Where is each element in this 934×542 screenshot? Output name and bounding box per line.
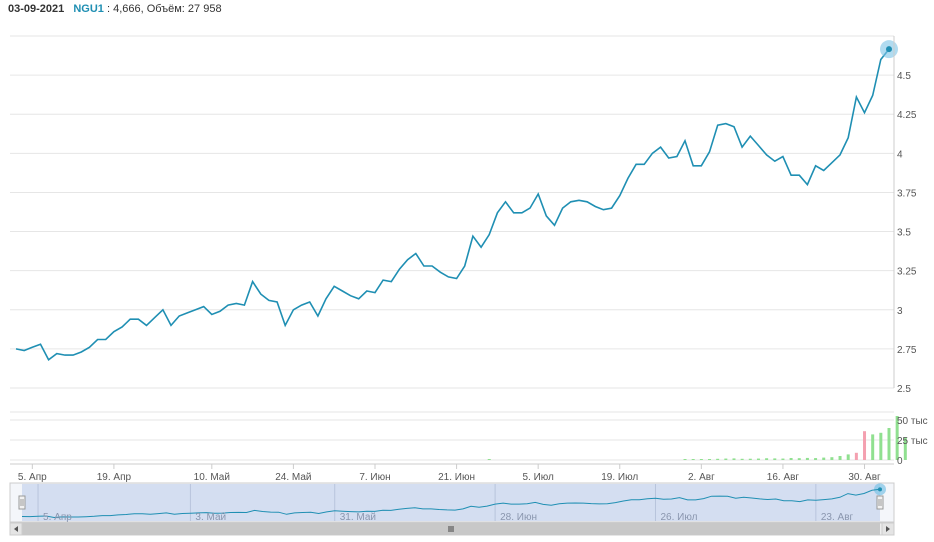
volume-bar	[838, 456, 842, 460]
volume-bar	[732, 458, 736, 460]
navigator-tick-label: 5. Апр	[43, 512, 72, 523]
volume-bar	[716, 458, 720, 460]
volume-tick-label: 25 тыс	[897, 436, 928, 447]
info-volume-label: Объём:	[146, 3, 185, 15]
volume-bar	[724, 458, 728, 460]
scrollbar-left-arrow-icon[interactable]	[9, 522, 23, 536]
y-tick-label: 4.25	[897, 110, 917, 121]
price-grid	[10, 35, 894, 389]
volume-tick-label: 50 тыс	[897, 416, 928, 427]
y-tick-label: 3	[897, 306, 903, 317]
scrollbar-grip-icon	[448, 526, 454, 532]
y-tick-label: 3.5	[897, 228, 911, 239]
volume-bar	[781, 458, 785, 460]
volume-bar	[805, 457, 809, 460]
navigator-tick-label: 28. Июн	[500, 512, 537, 523]
navigator-line	[21, 488, 881, 519]
x-tick-label: 16. Авг	[767, 472, 800, 483]
navigator-tick-label: 23. Авг	[821, 512, 854, 523]
navigator-right-handle[interactable]	[876, 495, 884, 510]
x-tick-label: 5. Апр	[18, 472, 47, 483]
x-tick-label: 19. Апр	[97, 472, 132, 483]
x-tick-label: 30. Авг	[848, 472, 881, 483]
volume-bars	[487, 416, 907, 460]
x-axis: 5. Апр 19. Апр 10. Май 24. Май 7. Июн 21. Июн…	[18, 464, 881, 483]
info-last-value: 4,666	[113, 3, 141, 15]
volume-bar	[487, 459, 491, 460]
navigator-tick-label: 31. Май	[340, 512, 376, 523]
volume-bar	[797, 458, 801, 460]
volume-bar	[756, 458, 760, 460]
price-y-axis: 2.5 2.75 3 3.25 3.5 3.75 4 4.25 4.5	[897, 71, 917, 395]
volume-bar	[830, 457, 834, 460]
navigator-selection[interactable]	[22, 484, 880, 521]
volume-bar	[863, 431, 867, 460]
navigator-x-axis: 5. Апр 3. Май 31. Май 28. Июн 26. Июл 23. Авг	[43, 512, 853, 523]
last-point-dot	[886, 46, 892, 53]
volume-bar	[879, 432, 883, 460]
volume-bar	[846, 454, 850, 460]
volume-bar	[789, 458, 793, 460]
x-tick-label: 5. Июл	[522, 472, 554, 483]
volume-bar	[691, 459, 695, 460]
volume-bar	[765, 458, 769, 460]
volume-tick-label: 0	[897, 456, 903, 467]
volume-bar	[903, 437, 907, 460]
volume-bar	[740, 458, 744, 460]
y-tick-label: 3.75	[897, 188, 917, 199]
y-tick-label: 3.25	[897, 267, 917, 278]
volume-y-axis: 0 25 тыс 50 тыс	[897, 416, 928, 467]
volume-bar	[895, 416, 899, 460]
y-tick-label: 4.5	[897, 71, 911, 82]
x-tick-label: 19. Июл	[601, 472, 638, 483]
y-tick-label: 2.75	[897, 345, 917, 356]
volume-bar	[773, 458, 777, 460]
last-point-marker[interactable]	[880, 40, 898, 59]
volume-bar	[822, 457, 826, 460]
price-line	[15, 48, 890, 362]
x-tick-label: 10. Май	[194, 472, 230, 483]
volume-bar	[887, 428, 891, 460]
info-ticker: NGU1	[73, 3, 104, 15]
volume-bar	[814, 458, 818, 460]
volume-bar	[871, 434, 875, 460]
x-tick-label: 21. Июн	[438, 472, 475, 483]
navigator-tick-label: 26. Июл	[660, 512, 697, 523]
info-date: 03-09-2021	[8, 3, 65, 15]
volume-bar	[708, 459, 712, 460]
y-tick-label: 2.5	[897, 384, 911, 395]
volume-bar	[699, 459, 703, 460]
navigator-tick-label: 3. Май	[195, 512, 226, 523]
info-volume-value: 27 958	[187, 3, 222, 15]
chart-info-header: 03-09-2021 NGU1 : 4,666, Объём: 27 958	[8, 3, 222, 15]
y-tick-label: 4	[897, 149, 903, 160]
scrollbar-right-arrow-icon[interactable]	[881, 522, 895, 536]
x-tick-label: 24. Май	[275, 472, 311, 483]
volume-bar	[748, 458, 752, 460]
volume-bar	[854, 452, 858, 460]
x-tick-label: 2. Авг	[688, 472, 715, 483]
volume-bar	[683, 459, 687, 460]
x-tick-label: 7. Июн	[359, 472, 390, 483]
volume-grid	[10, 411, 894, 461]
navigator-left-handle[interactable]	[18, 495, 26, 510]
